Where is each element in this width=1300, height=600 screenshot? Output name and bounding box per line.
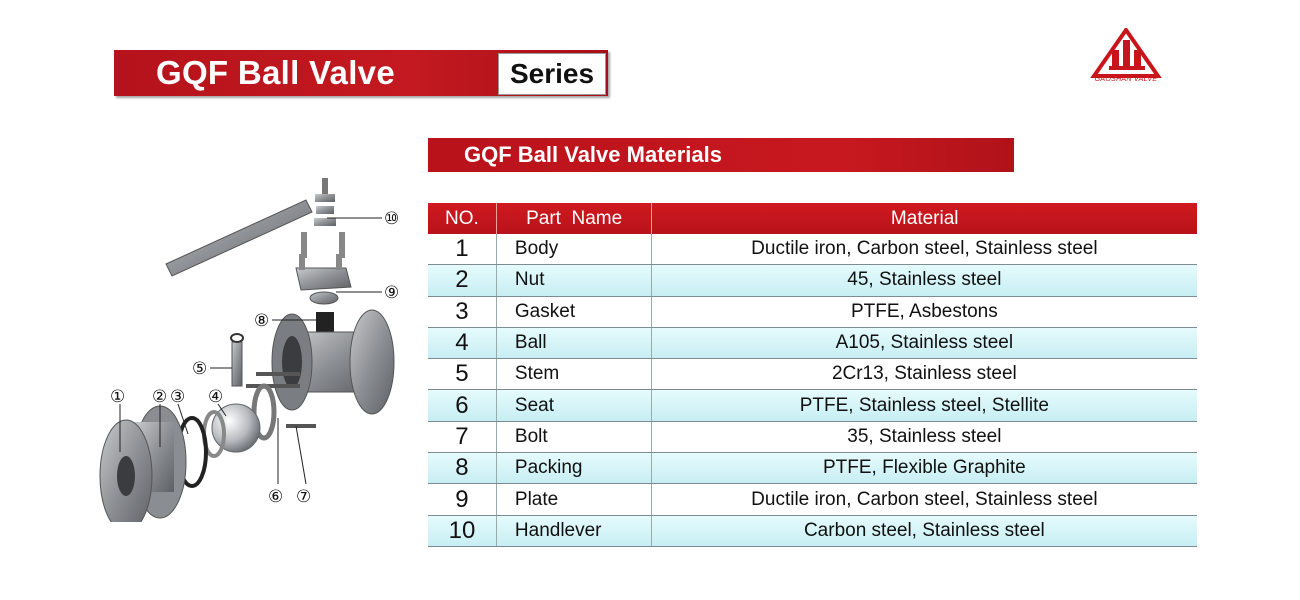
handlever-shape xyxy=(165,199,313,277)
row-part: Bolt xyxy=(497,421,652,453)
row-material: PTFE, Asbestons xyxy=(850,300,998,322)
valve-exploded-diagram: ⑩ ⑨ ⑧ ⑤ ① ② ③ ④ ⑥ ⑦ xyxy=(99,178,399,522)
header-part-name: Part Name xyxy=(497,203,653,234)
row-no: 6 xyxy=(428,390,497,421)
callout-2: ② xyxy=(152,387,167,407)
row-no: 9 xyxy=(428,484,497,515)
section-heading-bar: GQF Ball Valve Materials xyxy=(428,138,1014,172)
table-header: NO. Part Name Material xyxy=(428,203,1197,234)
table-row: 2 Nut 45, Stainless steel xyxy=(428,265,1197,297)
header-banner: GQF Ball Valve Series xyxy=(114,50,608,96)
page-title: GQF Ball Valve xyxy=(156,54,395,91)
row-part: Seat xyxy=(497,390,652,421)
row-material: 45, Stainless steel xyxy=(847,269,1002,291)
row-part: Ball xyxy=(497,327,652,359)
row-no: 1 xyxy=(428,234,497,265)
ball-shape xyxy=(211,403,261,453)
row-material: Ductile iron, Carbon steel, Stainless st… xyxy=(751,238,1098,260)
gaoshan-logo xyxy=(1090,28,1162,78)
callout-7: ⑦ xyxy=(296,487,311,507)
row-part: Stem xyxy=(497,359,652,390)
row-part: Nut xyxy=(497,265,652,296)
row-no: 5 xyxy=(428,359,497,390)
callout-9: ⑨ xyxy=(384,283,399,303)
plate-shape xyxy=(295,267,352,291)
row-no: 8 xyxy=(428,453,497,484)
row-material: A105, Stainless steel xyxy=(835,332,1014,354)
row-part: Packing xyxy=(497,453,652,484)
callout-4: ④ xyxy=(208,387,223,407)
table-row: 3 Gasket PTFE, Asbestons xyxy=(428,296,1197,328)
callout-1: ① xyxy=(110,387,125,407)
table-row: 5 Stem 2Cr13, Stainless steel xyxy=(428,359,1197,391)
table-row: 1 Body Ductile iron, Carbon steel, Stain… xyxy=(428,234,1197,266)
table-row: 6 Seat PTFE, Stainless steel, Stellite xyxy=(428,390,1197,422)
series-label: Series xyxy=(498,53,606,95)
packing-shape xyxy=(316,312,334,336)
header-no: NO. xyxy=(428,203,497,234)
row-material: Carbon steel, Stainless steel xyxy=(803,519,1045,541)
row-no: 10 xyxy=(428,515,497,546)
callout-10: ⑩ xyxy=(384,209,399,229)
row-part: Plate xyxy=(497,484,652,515)
row-material: PTFE, Flexible Graphite xyxy=(822,457,1026,479)
row-no: 3 xyxy=(428,296,497,327)
row-material: PTFE, Stainless steel, Stellite xyxy=(799,394,1049,416)
table-row: 4 Ball A105, Stainless steel xyxy=(428,327,1197,360)
table-row: 9 Plate Ductile iron, Carbon steel, Stai… xyxy=(428,484,1197,516)
header-material: Material xyxy=(890,207,959,229)
table-row: 8 Packing PTFE, Flexible Graphite xyxy=(428,453,1197,485)
row-part: Body xyxy=(497,234,652,265)
materials-table: NO. Part Name Material 1 Body Ductile ir… xyxy=(428,203,1197,547)
row-no: 2 xyxy=(428,265,497,296)
row-material: 35, Stainless steel xyxy=(847,425,1002,447)
row-no: 7 xyxy=(428,421,497,453)
row-material: Ductile iron, Carbon steel, Stainless st… xyxy=(751,488,1098,510)
callout-8: ⑧ xyxy=(254,311,269,331)
stem-shape xyxy=(231,341,243,387)
callout-3: ③ xyxy=(170,387,185,407)
row-part: Gasket xyxy=(497,296,652,327)
table-row: 10 Handlever Carbon steel, Stainless ste… xyxy=(428,515,1197,547)
logo-text: GAOSHAN VALVE xyxy=(1094,76,1158,83)
top-bolt-shape xyxy=(322,178,328,194)
row-no: 4 xyxy=(428,327,497,359)
section-title: GQF Ball Valve Materials xyxy=(464,142,723,167)
table-row: 7 Bolt 35, Stainless steel xyxy=(428,421,1197,454)
callout-6: ⑥ xyxy=(268,487,283,507)
callout-5: ⑤ xyxy=(192,359,207,379)
row-part: Handlever xyxy=(497,515,652,546)
row-material: 2Cr13, Stainless steel xyxy=(831,363,1017,385)
